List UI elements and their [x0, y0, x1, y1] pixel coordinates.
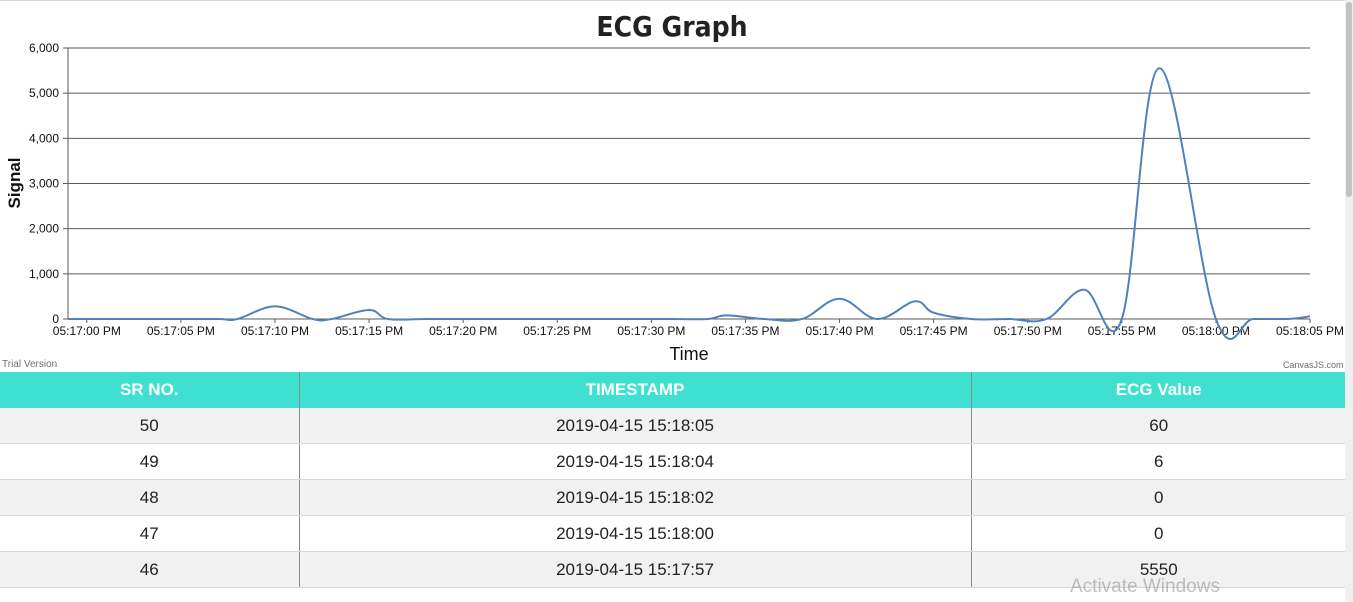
y-tick-label: 3,000	[29, 177, 59, 191]
cell-ecg-value: 5550	[971, 551, 1346, 588]
scrollbar-thumb[interactable]	[1346, 2, 1352, 197]
top-border	[0, 0, 1345, 1]
table-row: 48 2019-04-15 15:18:02 0	[0, 479, 1346, 516]
y-tick-label: 1,000	[29, 267, 59, 281]
x-tick-label: 05:18:05 PM	[1276, 324, 1344, 338]
table-header-row: SR NO. TIMESTAMP ECG Value	[0, 372, 1346, 408]
ecg-chart: ECG Graph 0 1,000 2,000 3,000 4,000 5,000 6,00…	[2, 10, 1344, 370]
x-tick-label: 05:17:15 PM	[335, 324, 403, 338]
table-row: 47 2019-04-15 15:18:00 0	[0, 515, 1346, 552]
table-row: 49 2019-04-15 15:18:04 6	[0, 443, 1346, 480]
table-row: 50 2019-04-15 15:18:05 60	[0, 408, 1346, 444]
grid-lines	[68, 47, 1310, 275]
x-tick-label: 05:17:10 PM	[241, 324, 309, 338]
chart-canvas: ECG Graph 0 1,000 2,000 3,000 4,000 5,000 6,00…	[5, 10, 1344, 364]
x-tick-label: 05:17:25 PM	[523, 324, 591, 338]
cell-sr-no: 49	[0, 443, 300, 480]
cell-sr-no: 50	[0, 408, 300, 444]
x-axis-ticks: 05:17:00 PM 05:17:05 PM 05:17:10 PM 05:17:1…	[53, 319, 1344, 338]
cell-timestamp: 2019-04-15 15:18:05	[299, 408, 972, 444]
y-tick-label: 6,000	[29, 41, 59, 55]
cell-timestamp: 2019-04-15 15:18:00	[299, 515, 972, 552]
y-tick-label: 0	[52, 312, 59, 326]
x-tick-label: 05:18:00 PM	[1182, 324, 1250, 338]
ecg-series-line	[67, 67, 1311, 340]
x-tick-label: 05:17:05 PM	[147, 324, 215, 338]
activate-windows-watermark: Activate Windows	[1070, 576, 1220, 597]
cell-sr-no: 46	[0, 551, 300, 588]
x-tick-label: 05:17:55 PM	[1088, 324, 1156, 338]
y-tick-label: 2,000	[29, 222, 59, 236]
x-tick-label: 05:17:45 PM	[900, 324, 968, 338]
x-axis-label: Time	[669, 344, 708, 364]
trial-version-label: Trial Version	[2, 359, 58, 370]
x-tick-label: 05:17:35 PM	[711, 324, 779, 338]
cell-ecg-value: 6	[971, 443, 1346, 480]
cell-sr-no: 47	[0, 515, 300, 552]
x-tick-label: 05:17:20 PM	[429, 324, 497, 338]
y-tick-label: 4,000	[29, 131, 59, 145]
x-tick-label: 05:17:00 PM	[53, 324, 121, 338]
ecg-data-table: SR NO. TIMESTAMP ECG Value 50 2019-04-15…	[0, 372, 1346, 588]
canvasjs-credit-link[interactable]: CanvasJS.com	[1283, 360, 1344, 370]
cell-timestamp: 2019-04-15 15:18:02	[299, 479, 972, 516]
x-tick-label: 05:17:50 PM	[994, 324, 1062, 338]
y-axis-ticks: 0 1,000 2,000 3,000 4,000 5,000 6,000	[29, 41, 68, 326]
vertical-scrollbar[interactable]	[1345, 0, 1353, 602]
cell-timestamp: 2019-04-15 15:18:04	[299, 443, 972, 480]
column-header-ecg-value[interactable]: ECG Value	[971, 372, 1346, 408]
y-axis-label: Signal	[5, 157, 24, 208]
cell-ecg-value: 60	[971, 408, 1346, 444]
chart-title: ECG Graph	[596, 10, 747, 43]
column-header-sr-no[interactable]: SR NO.	[0, 372, 300, 408]
cell-ecg-value: 0	[971, 479, 1346, 516]
cell-ecg-value: 0	[971, 515, 1346, 552]
column-header-timestamp[interactable]: TIMESTAMP	[299, 372, 972, 408]
y-tick-label: 5,000	[29, 86, 59, 100]
cell-timestamp: 2019-04-15 15:17:57	[299, 551, 972, 588]
x-tick-label: 05:17:40 PM	[806, 324, 874, 338]
table-row: 46 2019-04-15 15:17:57 5550	[0, 551, 1346, 588]
x-tick-label: 05:17:30 PM	[617, 324, 685, 338]
cell-sr-no: 48	[0, 479, 300, 516]
